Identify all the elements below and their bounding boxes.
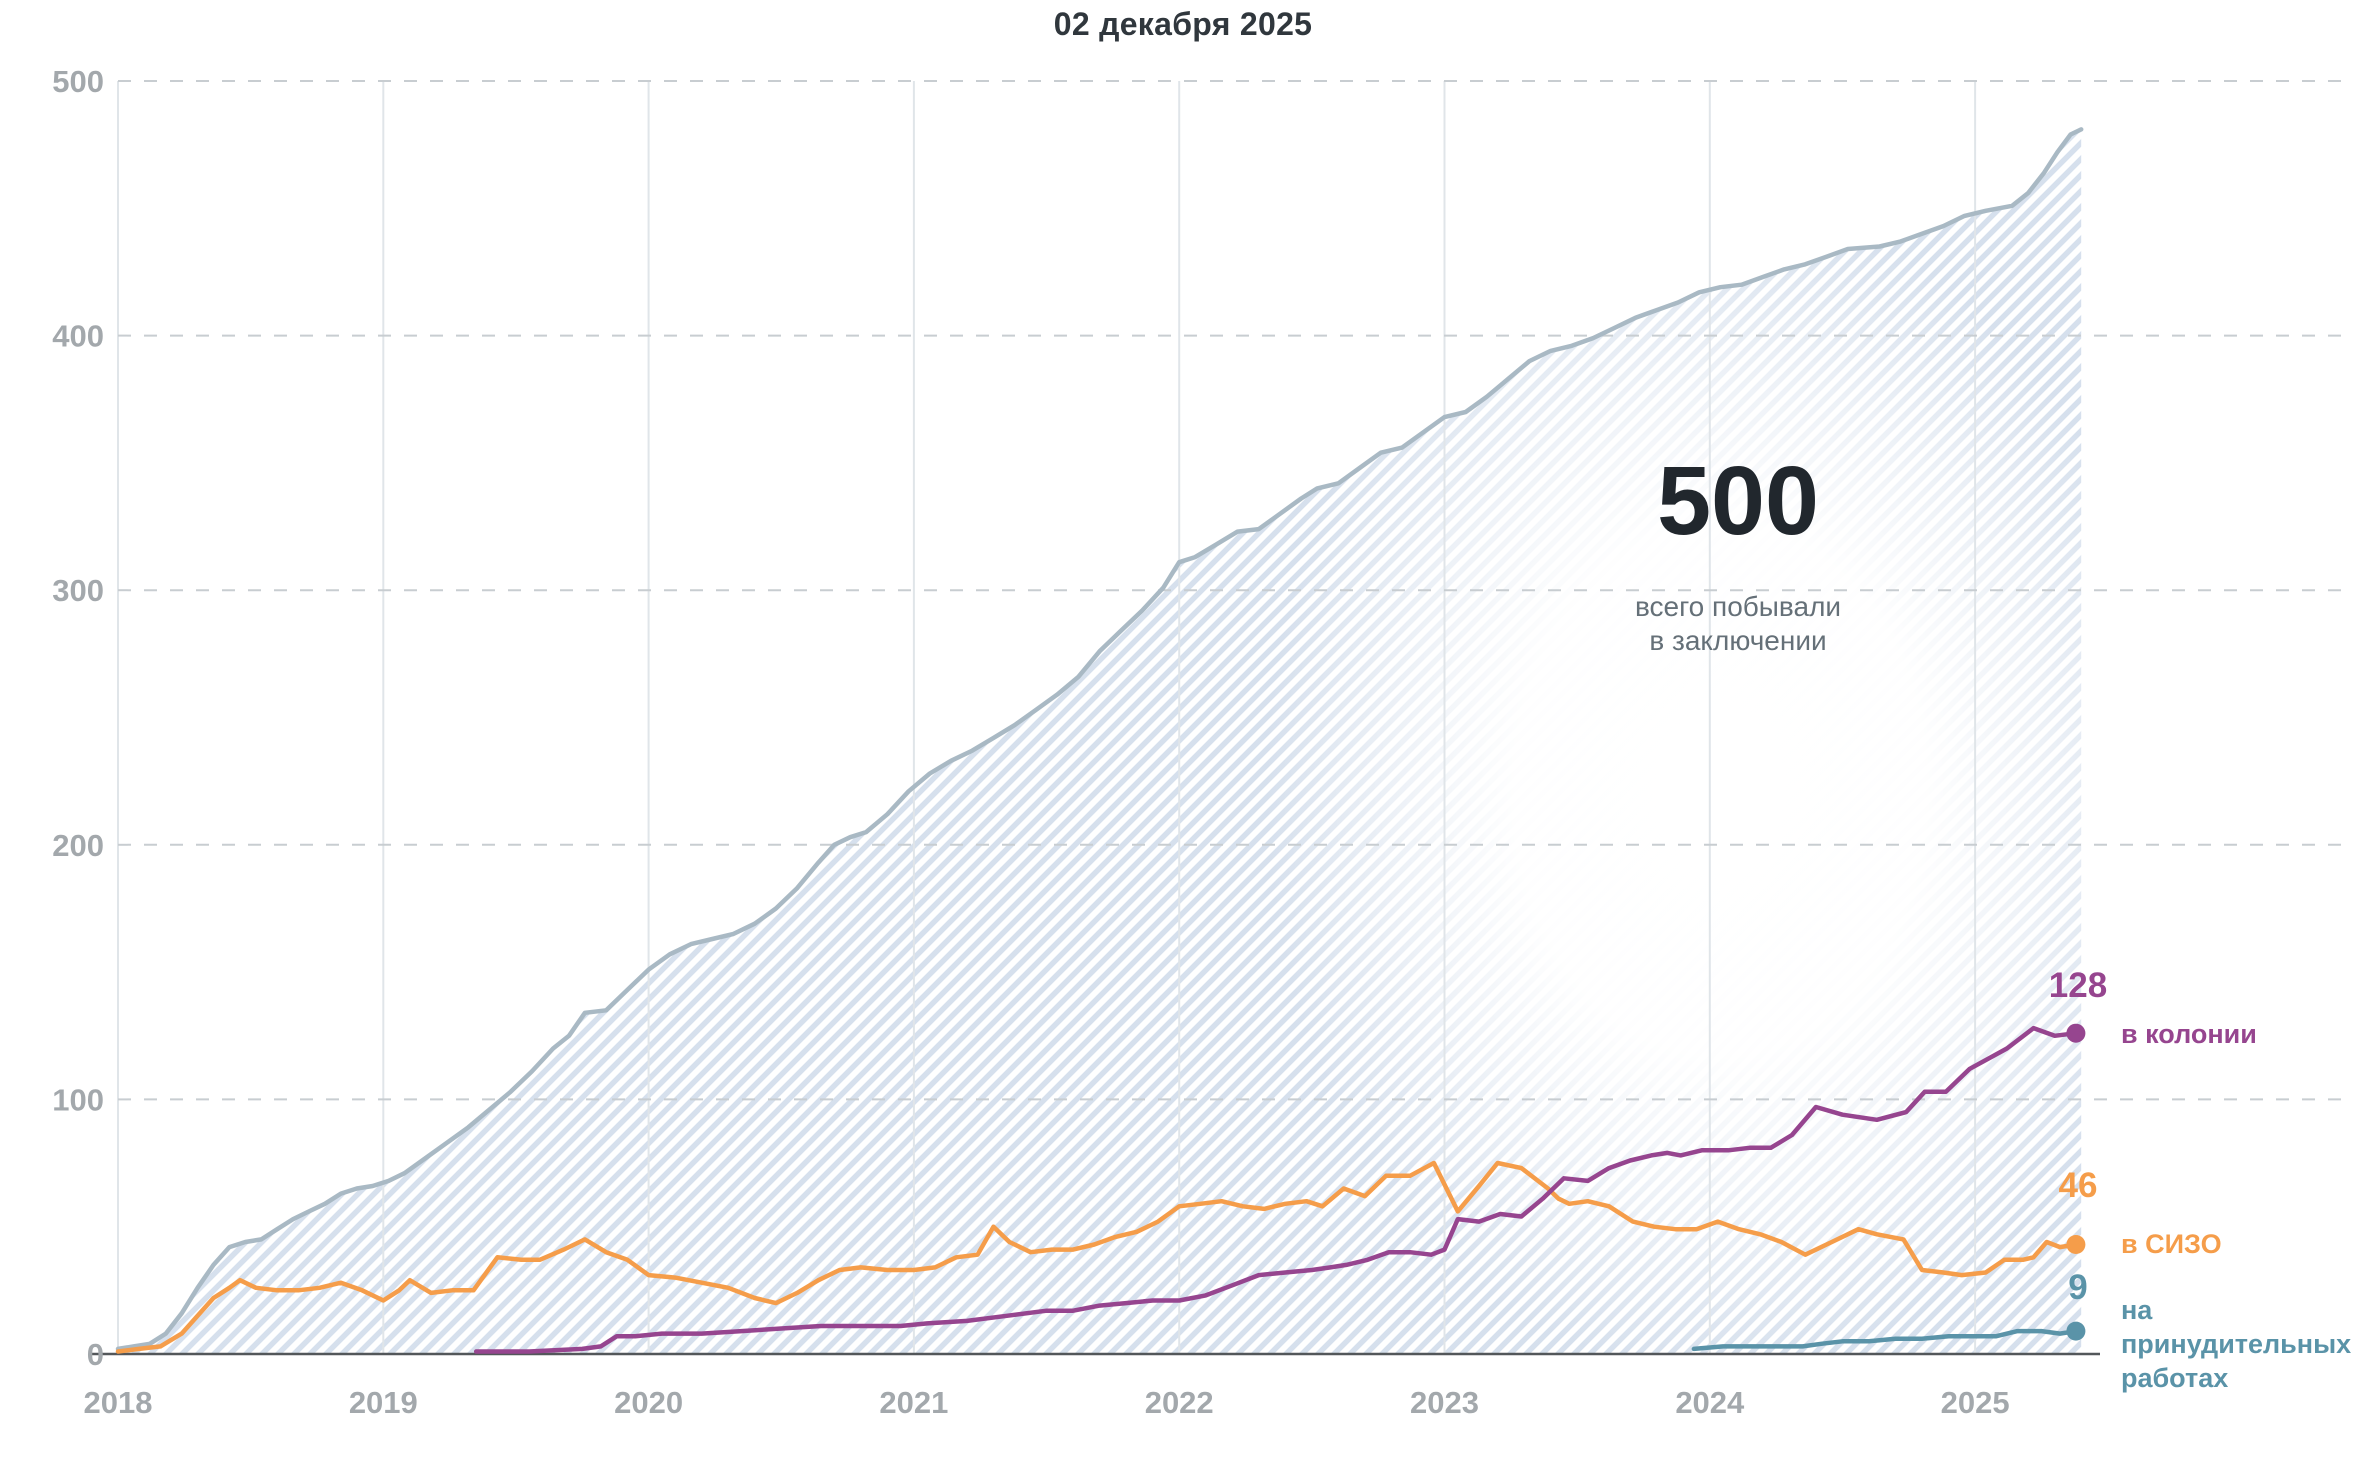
y-axis-tick-400: 400 [52, 319, 104, 354]
sizo-series-label: в СИЗО [2121, 1229, 2222, 1259]
x-axis-tick-2018: 2018 [84, 1385, 153, 1420]
area-glow [1265, 205, 2175, 1375]
x-axis-tick-2024: 2024 [1675, 1385, 1745, 1420]
colony-end-value: 128 [2048, 966, 2108, 1005]
x-axis-tick-2023: 2023 [1410, 1385, 1479, 1420]
x-axis-tick-2019: 2019 [349, 1385, 418, 1420]
y-axis-tick-100: 100 [52, 1082, 104, 1117]
forced-series-label: на принудительных работах [2121, 1294, 2366, 1395]
forced-line [1691, 1328, 2079, 1352]
colony-line [473, 1025, 2079, 1354]
total-caption-line1: всего побывали [1634, 591, 1842, 622]
y-axis-tick-300: 300 [52, 573, 104, 608]
x-axis-tick-2022: 2022 [1145, 1385, 1214, 1420]
total-caption: всего побывали в заключении [1498, 590, 1978, 657]
total-big-number: 500 [1657, 446, 1819, 555]
y-axis-tick-200: 200 [52, 828, 104, 863]
sizo-line [115, 1160, 2079, 1354]
sizo-end-value: 46 [2058, 1166, 2098, 1205]
colony-end-dot [2066, 1023, 2086, 1043]
total-area-edge-line [115, 127, 2084, 1352]
total-caption-line2: в заключении [1649, 624, 1827, 656]
chart-title: 02 декабря 2025 [1053, 6, 1313, 42]
forced-series-label-line2: работах [2121, 1362, 2229, 1393]
forced-end-dot [2066, 1321, 2086, 1341]
colony-series-label: в колонии [2121, 1019, 2257, 1049]
y-axis-tick-0: 0 [87, 1337, 104, 1372]
sizo-end-dot [2066, 1235, 2086, 1254]
x-axis-tick-2020: 2020 [614, 1385, 683, 1420]
x-axis-tick-2021: 2021 [879, 1385, 948, 1420]
x-axis-tick-2025: 2025 [1941, 1385, 2010, 1420]
forced-series-label-line1: на принудительных [2121, 1295, 2352, 1359]
y-axis-tick-500: 500 [52, 64, 104, 99]
forced-end-value: 9 [2068, 1268, 2088, 1307]
